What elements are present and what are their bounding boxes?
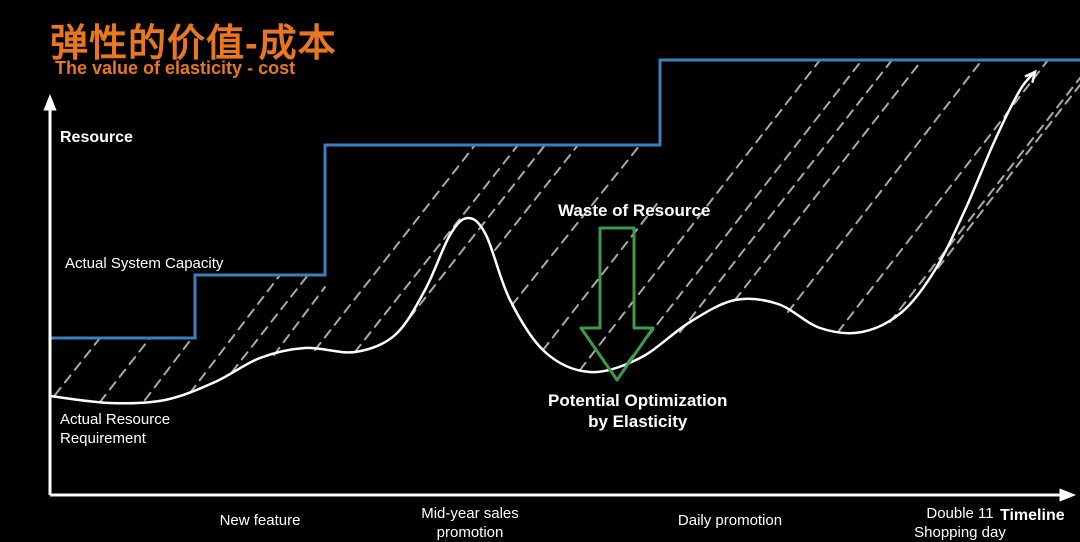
waste-hatch-line: [55, 338, 100, 395]
requirement-series-label: Actual Resource Requirement: [60, 411, 170, 449]
x-axis-arrowhead-icon: [1060, 488, 1077, 501]
waste-hatch-line: [512, 145, 640, 305]
y-axis-arrowhead-icon: [43, 94, 56, 111]
waste-hatch-line: [100, 338, 150, 402]
capacity-series-label: Actual System Capacity: [65, 255, 223, 274]
requirement-curve: [50, 72, 1035, 403]
x-axis-category: New feature: [220, 512, 301, 531]
waste-hatch-line: [355, 145, 518, 352]
slide-root: 弹性的价值-成本 The value of elasticity - cost …: [0, 0, 1080, 542]
waste-hatch-line: [315, 145, 475, 350]
waste-hatch-line: [735, 60, 922, 300]
waste-hatch-line: [145, 338, 192, 400]
potential-optimization-label: Potential Optimization by Elasticity: [548, 390, 727, 433]
waste-hatch-line: [400, 145, 545, 330]
x-axis-category: Daily promotion: [678, 512, 782, 531]
waste-hatch-line: [890, 78, 1080, 322]
waste-hatch-line: [190, 275, 280, 393]
y-axis-label: Resource: [60, 128, 133, 148]
waste-hatch-line: [680, 60, 892, 332]
x-axis-category: Mid-year sales promotion: [421, 505, 519, 542]
waste-hatch-line: [838, 60, 1048, 332]
x-axis-label: Timeline: [1000, 506, 1065, 526]
x-axis-category: Double 11 Shopping day: [914, 505, 1006, 542]
waste-hatch-line: [274, 287, 325, 355]
waste-hatch-line: [495, 145, 578, 250]
capacity-step-line: [50, 60, 1080, 338]
waste-of-resource-label: Waste of Resource: [558, 200, 710, 221]
waste-hatch-line: [788, 60, 982, 312]
